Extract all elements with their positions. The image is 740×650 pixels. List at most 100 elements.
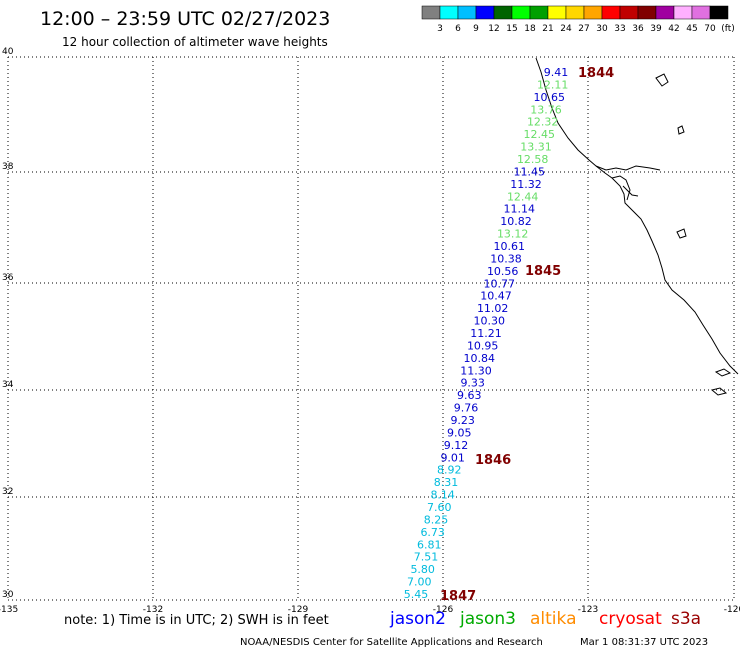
longitude-tick: -135: [0, 605, 18, 615]
colorbar-label: (ft): [721, 24, 735, 34]
latitude-tick: 30: [2, 590, 14, 600]
wave-height-value: 9.05: [447, 426, 472, 439]
colorbar-label: 27: [578, 24, 589, 34]
wave-height-value: 11.32: [510, 178, 542, 191]
wave-height-value: 10.56: [487, 265, 519, 278]
track-id-label: 1844: [578, 66, 614, 81]
colorbar-swatch: [421, 5, 441, 20]
latitude-tick: 36: [2, 273, 14, 283]
wave-height-value: 12.32: [527, 116, 559, 129]
colorbar-label: 6: [455, 24, 461, 34]
wave-height-value: 12.11: [537, 78, 569, 91]
colorbar-swatch: [601, 5, 621, 20]
colorbar-label: 18: [524, 24, 536, 34]
colorbar-label: 33: [614, 24, 625, 34]
latitude-tick: 32: [2, 487, 13, 497]
colorbar-swatch: [619, 5, 639, 20]
colorbar-swatch: [709, 5, 729, 20]
wave-height-value: 8.31: [434, 476, 459, 489]
track-id-label: 1845: [525, 264, 561, 279]
wave-height-labels: 9.4112.1110.6513.7612.3212.4513.3112.581…: [404, 66, 569, 601]
wave-height-value: 10.38: [490, 252, 522, 265]
wave-height-value: 12.45: [524, 128, 556, 141]
wave-height-value: 10.77: [484, 277, 516, 290]
wave-height-value: 9.23: [450, 414, 475, 427]
satellite-legend-cryosat: cryosat: [599, 609, 662, 629]
wave-height-value: 5.80: [410, 563, 435, 576]
wave-height-value: 9.01: [440, 451, 465, 464]
map-title: 12:00 – 23:59 UTC 02/27/2023: [40, 8, 330, 30]
colorbar-swatch: [439, 5, 459, 20]
map-subtitle: 12 hour collection of altimeter wave hei…: [62, 35, 328, 49]
wave-height-value: 13.31: [520, 141, 552, 154]
colorbar-label: 21: [542, 24, 553, 34]
wave-height-value: 10.82: [500, 215, 532, 228]
colorbar-label: 15: [506, 24, 517, 34]
latitude-tick: 34: [2, 380, 14, 390]
wave-height-value: 7.00: [407, 576, 432, 589]
wave-height-value: 7.51: [414, 551, 439, 564]
colorbar-swatch: [547, 5, 567, 20]
colorbar-swatch: [529, 5, 549, 20]
map-area: -135 -132 -129 -126 -123 -120 30 32 34 36 38 40 9.4…: [0, 47, 740, 615]
longitude-tick: -129: [288, 605, 309, 615]
wave-height-value: 6.81: [417, 538, 442, 551]
colorbar-swatch: [457, 5, 477, 20]
wave-height-value: 12.58: [517, 153, 549, 166]
wave-height-value: 9.12: [444, 439, 469, 452]
colorbar-swatch: [655, 5, 675, 20]
wave-height-value: 13.76: [530, 103, 562, 116]
units-note: note: 1) Time is in UTC; 2) SWH is in fe…: [64, 613, 329, 628]
colorbar-swatch: [475, 5, 495, 20]
credit-line: NOAA/NESDIS Center for Satellite Applica…: [240, 637, 543, 648]
longitude-tick: -126: [433, 605, 454, 615]
generation-timestamp: Mar 1 08:31:37 UTC 2023: [580, 637, 708, 648]
colorbar-swatch: [565, 5, 585, 20]
wave-height-value: 10.65: [534, 91, 566, 104]
colorbar-label: 24: [560, 24, 572, 34]
wave-height-value: 10.30: [474, 315, 506, 328]
latitude-tick: 40: [2, 47, 14, 57]
colorbar-swatch: [493, 5, 513, 20]
colorbar-label: 9: [473, 24, 479, 34]
wave-height-value: 10.84: [464, 352, 496, 365]
colorbar-swatch: [673, 5, 693, 20]
wave-height-colorbar: 3 6 9 12 15 18 21 24 27 30 33 36 39 42 45 70 (ft): [421, 5, 735, 34]
wave-height-value: 5.45: [404, 588, 429, 601]
colorbar-swatch: [691, 5, 711, 20]
track-id-label: 1847: [440, 589, 476, 604]
wave-height-value: 11.45: [514, 165, 546, 178]
satellite-legend-jason3: jason3: [459, 609, 516, 629]
longitude-tick: -120: [724, 605, 740, 615]
colorbar-label: 45: [686, 24, 697, 34]
wave-height-value: 10.95: [467, 339, 499, 352]
coastline: [535, 57, 739, 396]
track-id-labels: 1844 1845 1846 1847: [440, 66, 614, 604]
satellite-legend-jason2: jason2: [389, 609, 446, 629]
wave-height-value: 11.14: [504, 203, 536, 216]
satellite-legend: jason2 jason3 altika cryosat s3a: [389, 609, 701, 629]
wave-height-value: 7.60: [427, 501, 452, 514]
colorbar-label: 70: [704, 24, 716, 34]
wave-height-value: 9.76: [454, 402, 479, 415]
wave-height-value: 12.44: [507, 190, 539, 203]
wave-height-value: 11.21: [470, 327, 502, 340]
latitude-tick: 38: [2, 162, 14, 172]
colorbar-label: 39: [650, 24, 662, 34]
satellite-legend-s3a: s3a: [671, 609, 701, 629]
colorbar-label: 30: [596, 24, 608, 34]
colorbar-swatch: [637, 5, 657, 20]
colorbar-label: 42: [668, 24, 679, 34]
colorbar-label: 12: [488, 24, 499, 34]
wave-height-value: 10.61: [494, 240, 526, 253]
wave-height-value: 13.12: [497, 228, 529, 241]
wave-height-value: 11.30: [460, 364, 492, 377]
colorbar-label: 3: [437, 24, 443, 34]
wave-height-value: 6.73: [420, 526, 445, 539]
satellite-legend-altika: altika: [530, 609, 577, 629]
lat-lon-grid: -135 -132 -129 -126 -123 -120 30 32 34 36 38 40: [0, 47, 740, 615]
colorbar-swatch: [511, 5, 531, 20]
wave-height-value: 9.41: [544, 66, 569, 79]
wave-height-value: 9.33: [460, 377, 485, 390]
